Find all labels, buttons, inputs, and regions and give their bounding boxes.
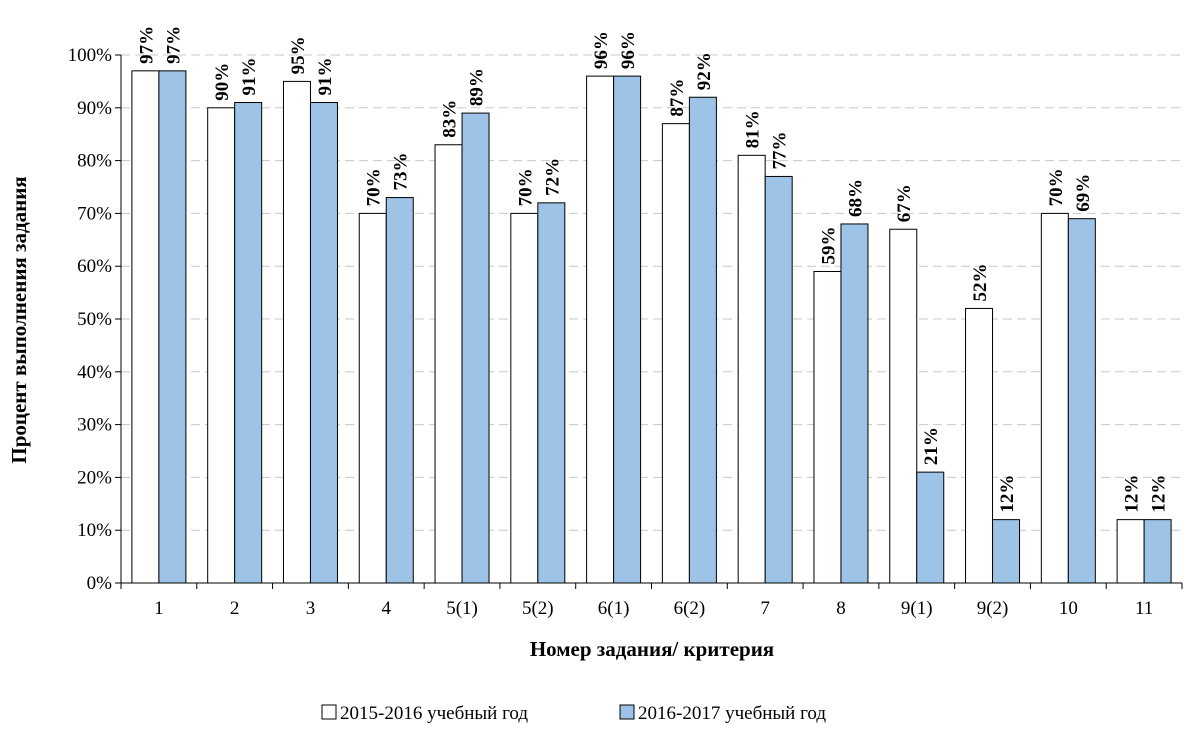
- x-tick-label: 10: [1059, 598, 1078, 619]
- bar: [309, 102, 338, 584]
- bar: [613, 75, 642, 584]
- data-label: 91%: [315, 58, 336, 96]
- bar: [813, 270, 842, 584]
- bar: [586, 75, 615, 584]
- bar: [282, 80, 311, 584]
- data-label: 72%: [542, 158, 563, 196]
- data-label: 12%: [1122, 475, 1143, 513]
- x-tick-label: 6(2): [674, 598, 706, 619]
- bar: [131, 70, 160, 584]
- data-label: 87%: [667, 79, 688, 117]
- y-tick-label: 90%: [77, 98, 112, 119]
- x-tick-label: 4: [382, 598, 392, 619]
- data-labels: 97% 97% 90% 91% 95% 91% 70% 73% 83% 89% 70% 72% 96% 9…: [136, 26, 1169, 513]
- legend-swatch: [619, 704, 635, 720]
- data-label: 69%: [1073, 174, 1094, 212]
- data-label: 12%: [997, 475, 1018, 513]
- x-tick-label: 5(1): [446, 598, 478, 619]
- x-tick-label: 11: [1135, 598, 1153, 619]
- x-tick-label: 3: [306, 598, 316, 619]
- y-tick-label: 80%: [77, 151, 112, 172]
- x-tick-label: 6(1): [598, 598, 630, 619]
- legend-swatch: [321, 704, 337, 720]
- bar: [840, 223, 869, 584]
- y-tick-label: 40%: [77, 362, 112, 383]
- bar: [158, 70, 187, 584]
- data-label: 59%: [818, 226, 839, 264]
- data-label: 96%: [618, 31, 639, 69]
- data-label: 89%: [467, 68, 488, 106]
- legend: 2015-2016 учебный год 2016-2017 учебный г…: [321, 703, 826, 724]
- y-tick-label: 100%: [68, 45, 113, 66]
- data-label: 90%: [212, 63, 233, 101]
- bar: [916, 471, 945, 584]
- y-tick-label: 20%: [77, 467, 112, 488]
- x-tick-label: 5(2): [522, 598, 554, 619]
- data-label: 12%: [1149, 475, 1170, 513]
- gridlines: [121, 54, 1182, 531]
- bar: [688, 96, 717, 584]
- bar: [965, 307, 994, 584]
- bar: [461, 112, 490, 584]
- x-tick-label: 2: [230, 598, 240, 619]
- data-label: 91%: [239, 58, 260, 96]
- x-tick-label: 1: [154, 598, 164, 619]
- data-label: 70%: [1046, 168, 1067, 206]
- bar: [510, 212, 539, 584]
- data-label: 21%: [921, 427, 942, 465]
- data-label: 83%: [440, 100, 461, 138]
- data-label: 92%: [694, 52, 715, 90]
- y-tick-label: 70%: [77, 203, 112, 224]
- data-label: 52%: [970, 263, 991, 301]
- bar: [889, 228, 918, 584]
- data-label: 95%: [288, 36, 309, 74]
- y-tick-label: 30%: [77, 415, 112, 436]
- y-axis-title: Процент выполнения задания: [7, 176, 31, 463]
- data-label: 97%: [163, 26, 184, 64]
- data-label: 96%: [591, 31, 612, 69]
- bar: [358, 212, 387, 584]
- bars: [131, 70, 1172, 584]
- bar: [434, 144, 463, 584]
- bar: [1040, 212, 1069, 584]
- data-label: 67%: [894, 184, 915, 222]
- bar: [1067, 218, 1096, 584]
- data-label: 70%: [515, 168, 536, 206]
- data-label: 68%: [845, 179, 866, 217]
- bar: [207, 107, 236, 584]
- bar: [992, 519, 1021, 584]
- data-label: 77%: [770, 131, 791, 169]
- data-label: 81%: [743, 110, 764, 148]
- bar: [537, 202, 566, 584]
- bar: [385, 197, 414, 584]
- x-axis-title: Номер задания/ критерия: [530, 637, 774, 661]
- x-tick-label: 7: [760, 598, 770, 619]
- y-tick-label: 0%: [87, 573, 113, 594]
- x-tick-label: 9(1): [901, 598, 933, 619]
- bar: [737, 154, 766, 584]
- y-tick-label: 50%: [77, 309, 112, 330]
- legend-label: 2016-2017 учебный год: [638, 703, 826, 724]
- x-tick-label: 9(2): [977, 598, 1009, 619]
- x-tick-label: 8: [836, 598, 846, 619]
- bar: [1116, 519, 1145, 584]
- data-label: 73%: [391, 153, 412, 191]
- y-tick-label: 10%: [77, 520, 112, 541]
- bar: [661, 123, 690, 584]
- y-tick-label: 60%: [77, 256, 112, 277]
- bar: [234, 102, 263, 584]
- bar: [764, 175, 793, 584]
- bar: [1143, 519, 1172, 584]
- axes: 0% 10% 20% 30% 40% 50% 60% 70% 80% 90% 100% 1 2 3 4 5(1…: [68, 45, 1183, 619]
- legend-label: 2015-2016 учебный год: [340, 703, 528, 724]
- data-label: 70%: [364, 168, 385, 206]
- data-label: 97%: [136, 26, 157, 64]
